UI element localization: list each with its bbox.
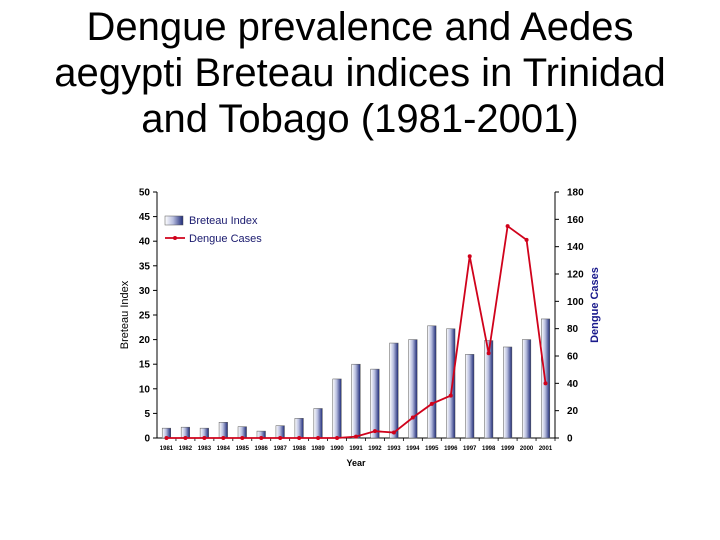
x-tick-label: 1986 xyxy=(255,446,269,452)
point-dengue-cases xyxy=(410,415,415,420)
legend-label-dengue: Dengue Cases xyxy=(189,233,262,245)
left-tick-label: 10 xyxy=(139,384,151,395)
bar-breteau-index xyxy=(446,328,456,439)
y-axis-title-right: Dengue Cases xyxy=(589,267,601,343)
point-dengue-cases xyxy=(278,436,283,440)
bar-breteau-index xyxy=(484,340,494,439)
right-tick-label: 180 xyxy=(567,188,584,199)
point-dengue-cases xyxy=(486,351,491,356)
x-tick-label: 2000 xyxy=(520,446,534,452)
point-dengue-cases xyxy=(259,436,264,440)
x-tick-label: 1981 xyxy=(160,446,174,452)
x-tick-label: 1988 xyxy=(292,446,306,452)
point-dengue-cases xyxy=(335,436,340,440)
legend-swatch-breteau xyxy=(164,215,184,226)
right-tick-label: 40 xyxy=(567,379,579,390)
x-axis-title: Year xyxy=(346,458,366,468)
x-tick-label: 1982 xyxy=(179,446,193,452)
right-tick-label: 60 xyxy=(567,352,579,363)
point-dengue-cases xyxy=(524,237,529,242)
bar-breteau-index xyxy=(522,339,532,439)
left-tick-label: 35 xyxy=(139,261,151,272)
bar-breteau-index xyxy=(503,346,513,439)
point-dengue-cases xyxy=(297,436,302,440)
bar-breteau-index xyxy=(313,408,323,439)
bar-breteau-index xyxy=(332,378,342,439)
bar-breteau-index xyxy=(370,368,380,439)
point-dengue-cases xyxy=(354,434,358,439)
right-tick-label: 140 xyxy=(567,242,584,253)
x-tick-label: 1993 xyxy=(387,446,401,452)
x-tick-label: 1985 xyxy=(236,446,250,452)
right-tick-label: 80 xyxy=(567,324,579,335)
point-dengue-cases xyxy=(448,393,453,398)
left-tick-label: 45 xyxy=(139,212,151,223)
right-tick-label: 100 xyxy=(567,297,584,308)
point-dengue-cases xyxy=(316,436,321,440)
point-dengue-cases xyxy=(221,436,226,440)
right-tick-label: 0 xyxy=(567,434,573,445)
bar-breteau-index xyxy=(427,325,437,439)
left-tick-label: 0 xyxy=(144,434,150,445)
x-tick-label: 1996 xyxy=(444,446,458,452)
point-dengue-cases xyxy=(429,401,434,406)
x-tick-label: 1990 xyxy=(330,446,344,452)
right-tick-label: 160 xyxy=(567,215,584,226)
point-dengue-cases xyxy=(391,430,396,435)
point-dengue-cases xyxy=(183,436,188,440)
bar-breteau-index xyxy=(389,342,399,439)
point-dengue-cases xyxy=(543,381,548,386)
point-dengue-cases xyxy=(505,224,510,229)
right-tick-label: 20 xyxy=(567,406,579,417)
bar-breteau-index xyxy=(408,339,418,439)
legend-label-breteau: Breteau Index xyxy=(189,215,258,227)
x-tick-label: 1995 xyxy=(425,446,439,452)
y-axis-title-left: Breteau Index xyxy=(119,280,131,349)
x-tick-label: 1991 xyxy=(349,446,363,452)
point-dengue-cases xyxy=(202,436,207,440)
x-tick-label: 1998 xyxy=(482,446,496,452)
bar-breteau-index xyxy=(294,418,304,439)
point-dengue-cases xyxy=(467,254,472,259)
right-tick-label: 120 xyxy=(567,270,584,281)
x-tick-label: 1987 xyxy=(274,446,288,452)
left-tick-label: 20 xyxy=(139,335,151,346)
left-tick-label: 40 xyxy=(139,237,151,248)
slide-title: Dengue prevalence and Aedes aegypti Bret… xyxy=(54,5,666,141)
x-tick-label: 1994 xyxy=(406,446,420,452)
point-dengue-cases xyxy=(372,429,377,434)
left-tick-label: 25 xyxy=(139,311,151,322)
x-tick-label: 1999 xyxy=(501,446,515,452)
x-tick-label: 1997 xyxy=(463,446,477,452)
bar-breteau-index xyxy=(465,354,475,439)
x-tick-label: 1983 xyxy=(198,446,212,452)
left-tick-label: 15 xyxy=(139,360,151,371)
x-tick-label: 1984 xyxy=(217,446,231,452)
bar-breteau-index xyxy=(218,422,228,439)
x-tick-label: 1992 xyxy=(368,446,382,452)
bar-breteau-index xyxy=(351,363,361,439)
left-tick-label: 50 xyxy=(139,188,151,199)
left-tick-label: 5 xyxy=(144,409,150,420)
x-tick-label: 1989 xyxy=(311,446,325,452)
left-tick-label: 30 xyxy=(139,286,151,297)
point-dengue-cases xyxy=(240,436,245,440)
x-tick-label: 2001 xyxy=(539,446,553,452)
point-dengue-cases xyxy=(164,436,169,440)
legend-marker-dengue xyxy=(173,236,177,240)
